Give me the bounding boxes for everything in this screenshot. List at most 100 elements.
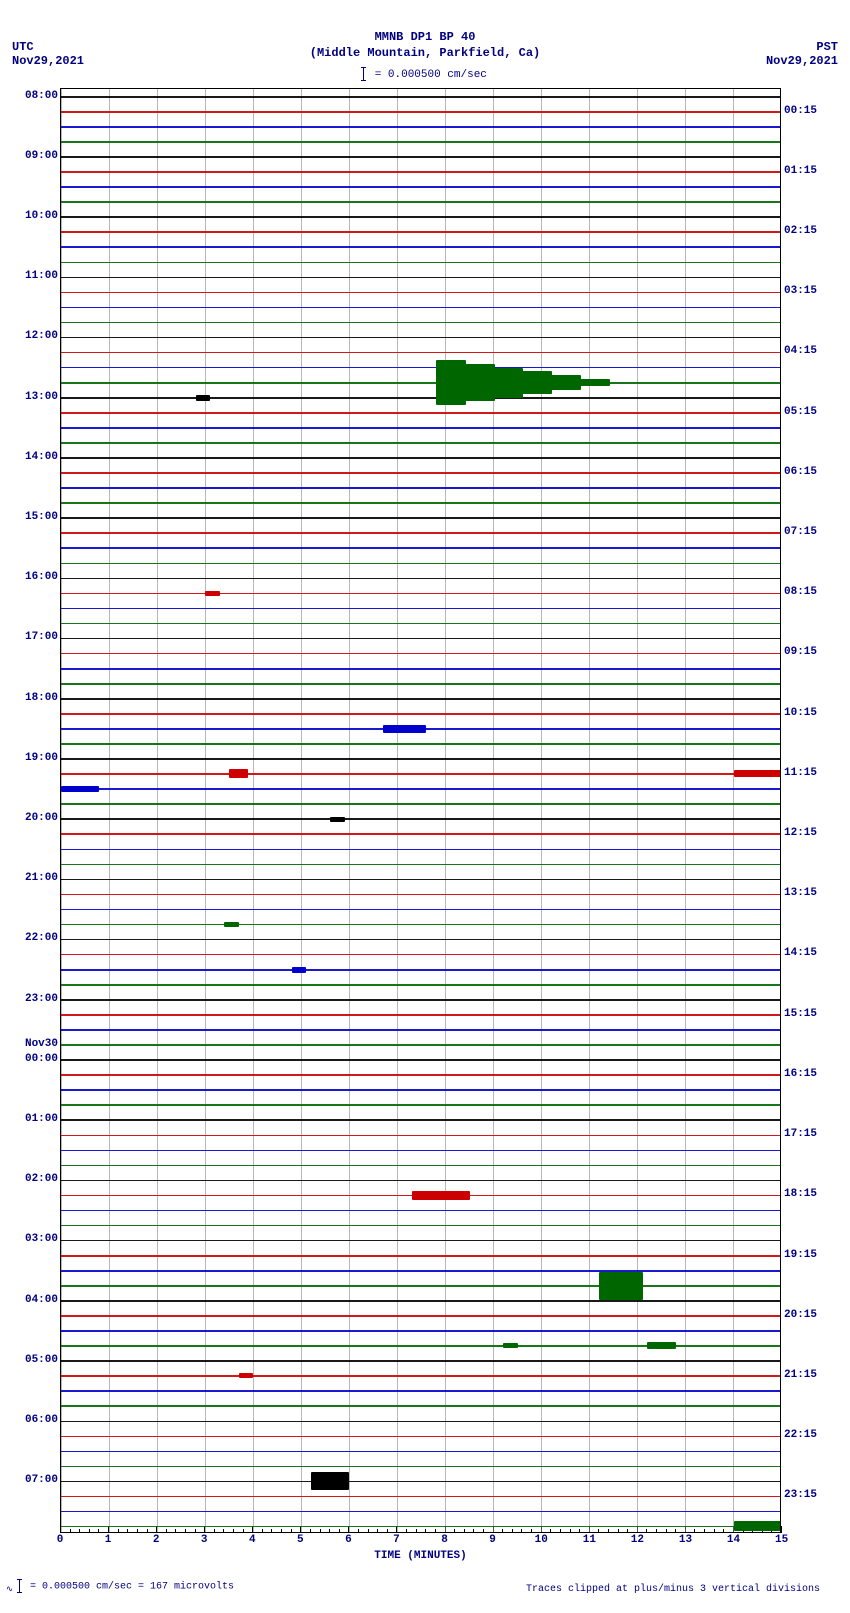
- x-minor-tick: [608, 1529, 609, 1533]
- seismic-trace: [61, 428, 780, 429]
- seismic-trace: [61, 262, 780, 263]
- seismic-trace: [61, 458, 780, 459]
- utc-hour-label: 08:00: [25, 90, 58, 102]
- x-axis-title: TIME (MINUTES): [60, 1550, 781, 1562]
- seismic-trace: [61, 924, 780, 925]
- seismic-trace: [61, 1060, 780, 1061]
- pst-hour-label: 10:15: [784, 707, 817, 719]
- seismic-trace: [61, 518, 780, 519]
- tz-left-date: Nov29,2021: [12, 54, 84, 68]
- x-minor-tick: [214, 1529, 215, 1533]
- x-minor-tick: [646, 1529, 647, 1533]
- pst-hour-label: 18:15: [784, 1188, 817, 1200]
- seismic-trace: [61, 1030, 780, 1031]
- x-minor-tick: [464, 1529, 465, 1533]
- x-minor-tick: [473, 1529, 474, 1533]
- pst-hour-label: 07:15: [784, 526, 817, 538]
- seismic-trace: [61, 112, 780, 113]
- utc-hour-label: 03:00: [25, 1233, 58, 1245]
- x-tick: 1: [102, 1534, 114, 1546]
- x-minor-tick: [329, 1529, 330, 1533]
- seismic-event: [734, 770, 781, 777]
- seismic-event: [503, 1343, 517, 1348]
- x-minor-tick: [281, 1529, 282, 1533]
- seismic-trace: [61, 653, 780, 654]
- utc-hour-label: 15:00: [25, 511, 58, 523]
- pst-hour-label: 15:15: [784, 1008, 817, 1020]
- x-minor-tick: [560, 1529, 561, 1533]
- day-change-label: Nov30: [25, 1038, 58, 1050]
- seismic-trace: [61, 970, 780, 971]
- x-minor-tick: [310, 1529, 311, 1533]
- seismic-trace: [61, 1511, 780, 1512]
- utc-hour-label: 22:00: [25, 932, 58, 944]
- utc-hour-label: 14:00: [25, 451, 58, 463]
- pst-hour-label: 14:15: [784, 947, 817, 959]
- x-minor-tick: [339, 1529, 340, 1533]
- seismic-trace: [61, 1150, 780, 1151]
- x-minor-tick: [233, 1529, 234, 1533]
- utc-hour-label: 17:00: [25, 631, 58, 643]
- scale-bar-icon: [363, 67, 364, 81]
- seismic-trace: [61, 488, 780, 489]
- seismic-trace: [61, 277, 780, 278]
- x-minor-tick: [70, 1529, 71, 1533]
- x-minor-tick: [406, 1529, 407, 1533]
- seismic-trace: [61, 1271, 780, 1272]
- tz-left-label: UTC: [12, 40, 84, 54]
- pst-hour-label: 06:15: [784, 466, 817, 478]
- seismic-trace: [61, 443, 780, 444]
- seismic-trace: [61, 1301, 780, 1302]
- x-minor-tick: [166, 1529, 167, 1533]
- seismic-trace: [61, 398, 780, 399]
- utc-hour-label: 01:00: [25, 1113, 58, 1125]
- seismic-trace: [61, 669, 780, 670]
- seismic-event: [311, 1472, 349, 1490]
- pst-hour-label: 05:15: [784, 406, 817, 418]
- seismic-trace: [61, 684, 780, 685]
- seismic-trace: [61, 894, 780, 895]
- scale-bar-icon: [19, 1579, 20, 1593]
- seismic-trace: [61, 1436, 780, 1437]
- x-minor-tick: [618, 1529, 619, 1533]
- seismic-trace: [61, 157, 780, 158]
- seismic-trace: [61, 1105, 780, 1106]
- seismic-trace: [61, 533, 780, 534]
- x-minor-tick: [666, 1529, 667, 1533]
- utc-hour-label: 18:00: [25, 692, 58, 704]
- seismic-trace: [61, 337, 780, 338]
- seismic-trace: [61, 1135, 780, 1136]
- seismic-trace: [61, 1481, 780, 1482]
- seismic-trace: [61, 1466, 780, 1467]
- pst-hour-label: 12:15: [784, 827, 817, 839]
- seismic-trace: [61, 939, 780, 940]
- seismic-trace: [61, 383, 780, 384]
- seismic-trace: [61, 879, 780, 880]
- seismic-trace: [61, 699, 780, 700]
- x-minor-tick: [185, 1529, 186, 1533]
- utc-hour-label: 13:00: [25, 391, 58, 403]
- footer-left-text: = 0.000500 cm/sec = 167 microvolts: [30, 1582, 234, 1593]
- tz-right: PST Nov29,2021: [766, 40, 838, 69]
- seismic-trace: [61, 232, 780, 233]
- seismic-trace: [61, 578, 780, 579]
- utc-hour-label: 06:00: [25, 1414, 58, 1426]
- x-minor-tick: [723, 1529, 724, 1533]
- x-tick: 14: [727, 1534, 739, 1546]
- seismic-trace: [61, 1376, 780, 1377]
- seismic-event: [330, 817, 344, 822]
- x-minor-tick: [714, 1529, 715, 1533]
- seismic-trace: [61, 1391, 780, 1392]
- x-tick: 5: [294, 1534, 306, 1546]
- seismic-event: [61, 786, 99, 792]
- x-minor-tick: [271, 1529, 272, 1533]
- x-minor-tick: [704, 1529, 705, 1533]
- pst-hour-label: 20:15: [784, 1309, 817, 1321]
- seismic-trace: [61, 909, 780, 910]
- x-minor-tick: [502, 1529, 503, 1533]
- pst-hour-label: 16:15: [784, 1068, 817, 1080]
- x-minor-tick: [656, 1529, 657, 1533]
- seismic-trace: [61, 247, 780, 248]
- x-minor-tick: [79, 1529, 80, 1533]
- utc-hour-label: 23:00: [25, 993, 58, 1005]
